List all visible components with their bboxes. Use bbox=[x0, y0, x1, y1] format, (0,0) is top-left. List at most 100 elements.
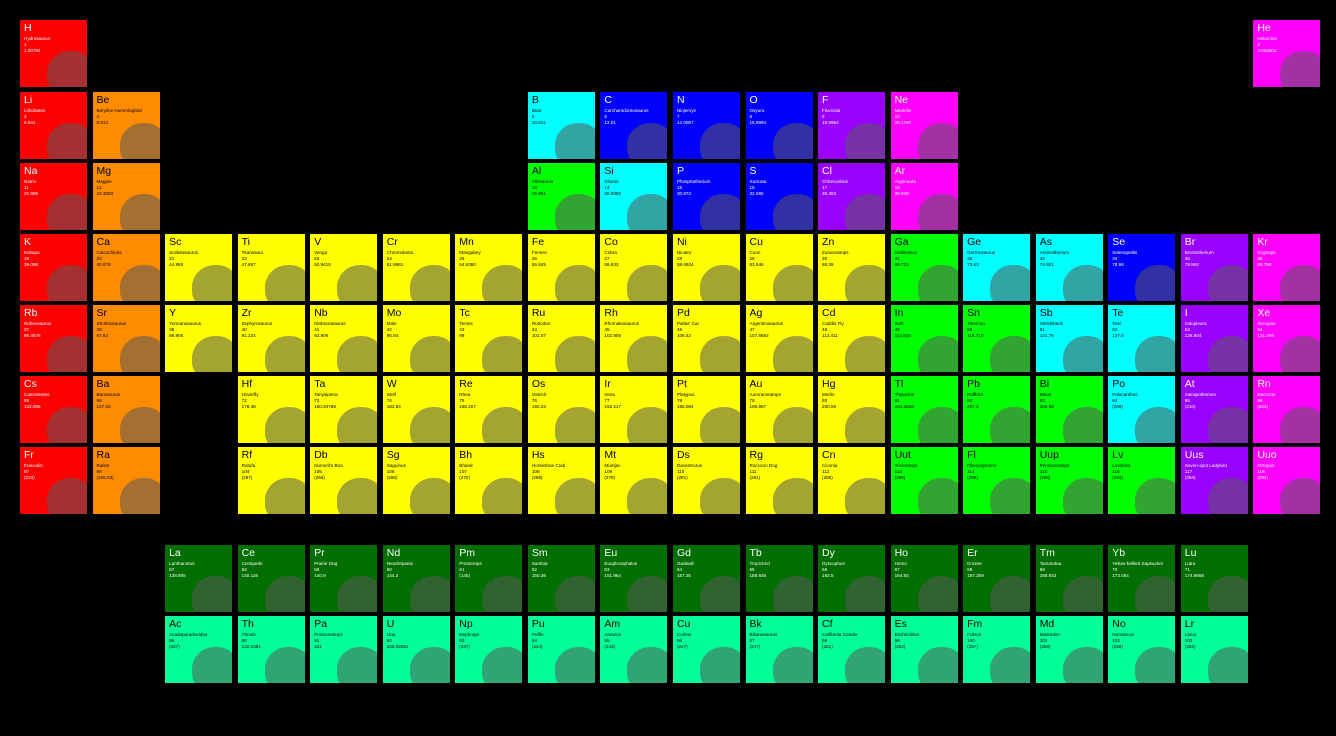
element-cell-yb: Yb Yellow-bellied Sapsucker 70 173.054 bbox=[1108, 545, 1176, 612]
atomic-weight: (278) bbox=[604, 475, 616, 480]
animal-name: Tamandua bbox=[1039, 561, 1062, 566]
animal-name: California Condor bbox=[822, 632, 858, 637]
element-cell-ra: Ra Rallus 88 (226.03) bbox=[92, 447, 160, 514]
element-cell-uus: Uus Seven-spot Ladybird 117 (294) bbox=[1180, 447, 1248, 514]
atomic-weight: 144.2 bbox=[386, 573, 399, 578]
animal-illustration-icon bbox=[845, 194, 886, 230]
atomic-number: 112 bbox=[822, 469, 830, 474]
element-cell-ru: Ru Rutiodon 44 101.07 bbox=[527, 305, 595, 372]
element-symbol: Uup bbox=[1039, 449, 1059, 461]
animal-illustration-icon bbox=[627, 576, 668, 612]
element-cell-cf: Cf California Condor 98 (251) bbox=[818, 616, 886, 683]
element-symbol: Xe bbox=[1257, 307, 1271, 319]
atomic-number: 54 bbox=[1257, 327, 1263, 332]
element-symbol: Hg bbox=[822, 378, 836, 390]
element-symbol: Lr bbox=[1184, 618, 1195, 630]
element-symbol: Cr bbox=[386, 236, 398, 248]
animal-illustration-icon bbox=[409, 336, 450, 372]
element-cell-be: Be Beryline Hummingbird 4 9.012 bbox=[92, 92, 160, 159]
atomic-number: 33 bbox=[1039, 256, 1045, 261]
animal-illustration-icon bbox=[409, 478, 450, 514]
atomic-number: 58 bbox=[241, 567, 247, 572]
animal-name: Selenopeltis bbox=[1112, 250, 1138, 255]
element-symbol: Fr bbox=[24, 449, 34, 461]
animal-illustration-icon bbox=[990, 265, 1031, 301]
animal-name: Dyscophus bbox=[822, 561, 845, 566]
element-cell-ir: Ir Irena 77 192.217 bbox=[600, 376, 668, 443]
atomic-weight: 178.49 bbox=[241, 404, 256, 409]
animal-name: Merlin bbox=[822, 392, 835, 397]
atomic-number: 4 bbox=[96, 114, 100, 119]
element-cell-ca: Ca Calcochloris 20 40.078 bbox=[92, 234, 160, 301]
atomic-number: 30 bbox=[822, 256, 828, 261]
atomic-number: 40 bbox=[241, 327, 247, 332]
animal-illustration-icon bbox=[119, 407, 160, 443]
element-symbol: At bbox=[1184, 378, 1195, 390]
element-symbol: Au bbox=[749, 378, 763, 390]
element-symbol: Uus bbox=[1184, 449, 1204, 461]
element-symbol: Cn bbox=[822, 449, 836, 461]
element-cell-ac: Ac Acadoparadoxides 89 (227) bbox=[165, 616, 233, 683]
element-cell-th: Th Thrush 90 232.0381 bbox=[237, 616, 305, 683]
element-symbol: Bk bbox=[749, 618, 762, 630]
animal-name: Puffin bbox=[531, 632, 544, 637]
animal-illustration-icon bbox=[192, 336, 233, 372]
atomic-weight: 162.5 bbox=[822, 573, 834, 578]
atomic-number: 111 bbox=[749, 469, 757, 474]
element-symbol: I bbox=[1184, 307, 1188, 319]
animal-illustration-icon bbox=[699, 336, 740, 372]
animal-name: Bharal bbox=[459, 463, 473, 468]
atomic-weight: (244) bbox=[531, 644, 543, 649]
animal-name: Triceratops bbox=[894, 463, 918, 468]
animal-name: Euoplocephalus bbox=[604, 561, 638, 566]
atomic-weight: 30.973 bbox=[676, 191, 691, 196]
atomic-weight: 150.36 bbox=[531, 573, 546, 578]
element-cell-tl: Tl Thylacine 81 204.3833 bbox=[890, 376, 958, 443]
atomic-weight: 55.845 bbox=[531, 262, 546, 267]
animal-illustration-icon bbox=[699, 576, 740, 612]
element-cell-p: P Phosphatherium 15 30.973 bbox=[672, 163, 740, 230]
atomic-weight: 157.25 bbox=[676, 573, 691, 578]
animal-illustration-icon bbox=[409, 576, 450, 612]
animal-illustration-icon bbox=[482, 336, 523, 372]
animal-name: Curlew bbox=[676, 632, 692, 637]
atomic-number: 47 bbox=[749, 327, 755, 332]
atomic-number: 61 bbox=[459, 567, 465, 572]
element-cell-mt: Mt Muntjac 109 (278) bbox=[600, 447, 668, 514]
atomic-number: 45 bbox=[604, 327, 610, 332]
element-cell-se: Se Selenopeltis 34 78.96 bbox=[1108, 234, 1176, 301]
atomic-weight: (227) bbox=[169, 644, 180, 649]
animal-illustration-icon bbox=[47, 123, 87, 159]
element-symbol: Ds bbox=[676, 449, 690, 461]
animal-illustration-icon bbox=[845, 647, 886, 683]
element-cell-er: Er Ermine 68 167.259 bbox=[963, 545, 1031, 612]
element-cell-os: Os Ostrich 76 190.23 bbox=[527, 376, 595, 443]
animal-illustration-icon bbox=[627, 123, 668, 159]
animal-illustration-icon bbox=[1062, 576, 1103, 612]
element-symbol: Pm bbox=[459, 547, 476, 559]
element-symbol: Ta bbox=[314, 378, 326, 390]
atomic-number: 110 bbox=[676, 469, 685, 474]
animal-illustration-icon bbox=[482, 478, 523, 514]
element-symbol: Ni bbox=[676, 236, 687, 248]
animal-illustration-icon bbox=[192, 647, 233, 683]
atomic-number: 34 bbox=[1112, 256, 1118, 261]
atomic-number: 108 bbox=[531, 469, 540, 474]
element-symbol: Pb bbox=[967, 378, 980, 390]
atomic-weight: 195.084 bbox=[676, 404, 694, 409]
animal-name: Natrix bbox=[24, 179, 36, 184]
atomic-weight: (269) bbox=[386, 475, 398, 480]
animal-name: Muntjac bbox=[604, 463, 621, 468]
element-symbol: Yb bbox=[1112, 547, 1126, 559]
animal-illustration-icon bbox=[337, 478, 378, 514]
element-cell-li: Li Lithobates 3 6.941 bbox=[20, 92, 87, 159]
element-cell-sc: Sc Scelidosaurus 21 44.955 bbox=[165, 234, 233, 301]
atomic-number: 101 bbox=[1039, 638, 1048, 643]
animal-illustration-icon bbox=[917, 194, 958, 230]
atomic-weight: 87.62 bbox=[96, 333, 109, 338]
element-symbol: Hs bbox=[531, 449, 545, 461]
element-symbol: Zn bbox=[822, 236, 835, 248]
element-symbol: Pr bbox=[314, 547, 325, 559]
element-symbol: Ne bbox=[894, 94, 909, 106]
animal-name: Platypus bbox=[676, 392, 695, 397]
